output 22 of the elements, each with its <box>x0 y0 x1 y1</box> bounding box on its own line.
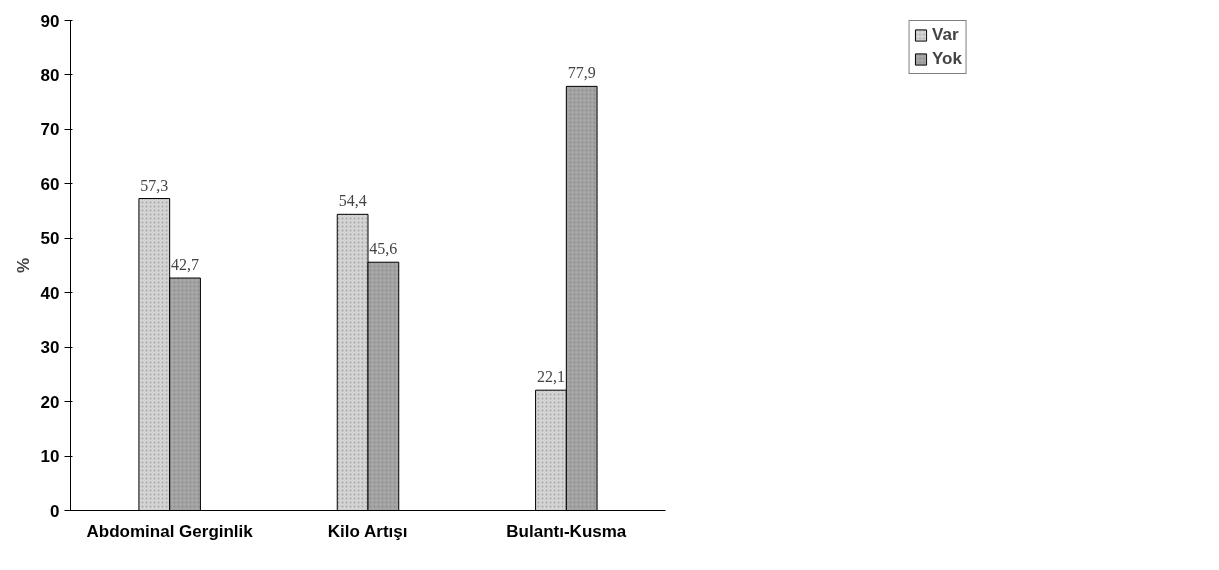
y-tick-label: 80 <box>40 65 60 85</box>
y-tick-label: 0 <box>50 501 60 521</box>
y-tick-label: 20 <box>40 392 60 412</box>
y-tick-label: 90 <box>40 11 60 31</box>
y-tick-label: 40 <box>40 283 60 303</box>
legend-label: Yok <box>932 49 962 69</box>
data-label: 57,3 <box>140 176 169 194</box>
y-tick-label: 50 <box>40 229 60 249</box>
data-label: 22,1 <box>536 368 565 386</box>
data-label: 42,7 <box>171 256 200 274</box>
y-axis-title: % <box>13 257 33 274</box>
data-label: 54,4 <box>338 192 367 210</box>
x-tick-label: Kilo Artışı <box>327 521 408 541</box>
y-tick-label: 30 <box>40 338 60 358</box>
y-tick-label: 10 <box>40 447 60 467</box>
data-label: 77,9 <box>567 64 596 82</box>
data-label: 45,6 <box>369 240 398 258</box>
legend-label: Var <box>932 25 959 45</box>
x-tick-label: Abdominal Gerginlik <box>86 521 254 541</box>
y-tick-label: 60 <box>40 174 60 194</box>
y-tick-label: 70 <box>40 120 60 140</box>
x-tick-label: Bulantı-Kusma <box>506 521 627 541</box>
